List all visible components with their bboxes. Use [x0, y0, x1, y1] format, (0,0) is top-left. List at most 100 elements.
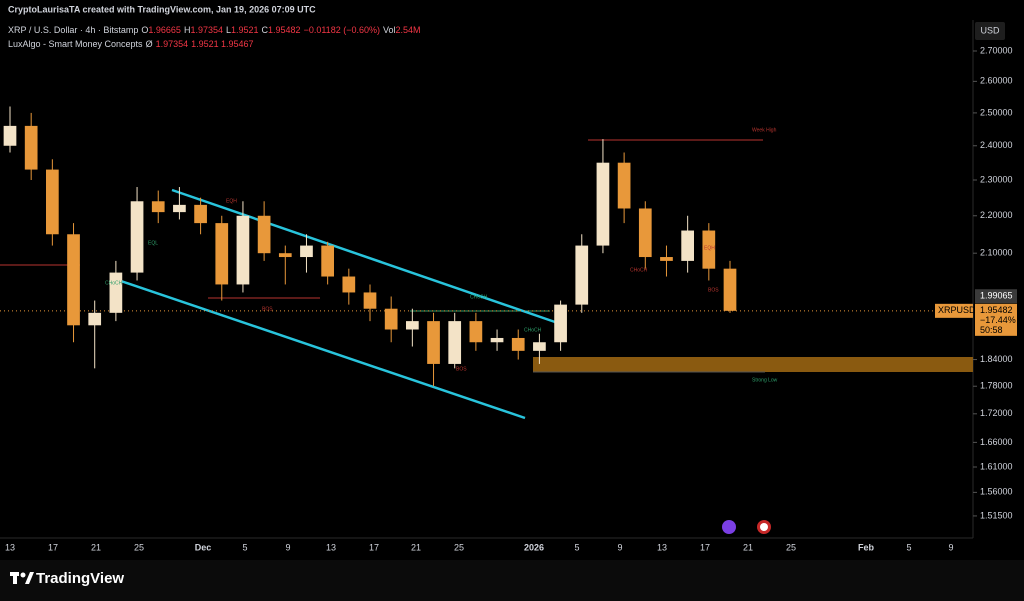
candle-body: [533, 342, 546, 351]
candle-body: [3, 125, 17, 146]
ohlc-key: H: [184, 25, 191, 35]
marker-price-box: [975, 289, 1017, 304]
y-tick-label: 1.51500: [980, 510, 1013, 520]
x-tick-label: 17: [369, 542, 379, 552]
candle-body: [67, 234, 80, 326]
channel-line: [171, 188, 556, 324]
credit: CryptoLaurisaTA created with TradingView…: [8, 4, 316, 14]
y-tick-label: 2.20000: [980, 210, 1013, 220]
candle-body: [215, 223, 229, 285]
ohlc-key: C: [262, 25, 269, 35]
candle-body: [723, 268, 737, 311]
marker-price: 1.99065: [980, 291, 1013, 301]
indicator-value: 1.9521: [191, 39, 219, 49]
x-tick-label: 9: [948, 542, 953, 552]
ohlc-key: O: [141, 25, 148, 35]
x-tick-label: 17: [48, 542, 58, 552]
y-tick-label: 1.72000: [980, 408, 1013, 418]
event-icon[interactable]: [757, 520, 771, 534]
x-tick-label: 25: [786, 542, 796, 552]
event-icon[interactable]: [722, 520, 736, 534]
smc-label: CHoCH: [630, 267, 648, 273]
ohlc-value: 1.95482: [268, 25, 301, 35]
symbol-tag: [935, 303, 973, 318]
candle-body: [596, 162, 610, 246]
candle-body: [406, 321, 419, 330]
x-tick-label: 9: [617, 542, 622, 552]
indicator-value: 1.97354: [156, 39, 189, 49]
last-price: 1.95482: [980, 305, 1013, 315]
y-tick-label: 1.56000: [980, 487, 1013, 497]
x-tick-label: 17: [700, 542, 710, 552]
x-tick-label: 5: [574, 542, 579, 552]
candle-body: [24, 125, 38, 170]
x-tick-label: 21: [743, 542, 753, 552]
y-tick-label: 1.61000: [980, 461, 1013, 471]
indicator-flag: Ø: [146, 39, 153, 49]
candle-body: [257, 215, 271, 254]
x-tick-label: 21: [411, 542, 421, 552]
candle-body: [511, 337, 525, 351]
candle-body: [321, 245, 334, 277]
smc-label: EQH: [704, 245, 715, 251]
candle-body: [469, 321, 483, 343]
volume: 2.54M: [395, 25, 420, 35]
x-tick-label: 13: [5, 542, 15, 552]
smc-label: Strong Low: [752, 377, 778, 383]
y-tick-label: 2.60000: [980, 76, 1013, 86]
candle-body: [702, 230, 716, 269]
y-tick-label: 1.84000: [980, 354, 1013, 364]
channel-line: [117, 278, 526, 420]
x-tick-label: 25: [454, 542, 464, 552]
currency: USD: [980, 25, 1000, 35]
candle-body: [554, 304, 567, 343]
footer-bar: [0, 560, 1024, 601]
smc-label: BOS: [708, 287, 719, 293]
candle-body: [617, 162, 631, 209]
last-price-box: [975, 303, 1017, 336]
y-tick-label: 2.50000: [980, 107, 1013, 117]
candle-body: [490, 337, 504, 343]
symbol-tag-text: XRPUSD: [938, 305, 976, 315]
y-tick-label: 1.66000: [980, 437, 1013, 447]
y-tick-label: 1.78000: [980, 381, 1013, 391]
candle-body: [342, 276, 356, 293]
y-tick-label: 2.40000: [980, 140, 1013, 150]
smc-label: BOS: [456, 366, 467, 372]
y-tick-label: 2.30000: [980, 174, 1013, 184]
ohlc-value: 1.97354: [190, 25, 223, 35]
symbol: XRP / U.S. Dollar · 4h · Bitstamp: [8, 25, 138, 35]
x-tick-label: 9: [285, 542, 290, 552]
brand: TradingView: [36, 570, 124, 587]
x-tick-label: 5: [906, 542, 911, 552]
x-tick-label: 5: [242, 542, 247, 552]
smc-label: BOS: [262, 306, 273, 312]
smc-label: Week High: [752, 127, 777, 133]
ohlc-value: 1.9521: [231, 25, 259, 35]
smc-label: CHoCH: [470, 294, 488, 300]
candle-body: [109, 272, 123, 313]
candle-body: [384, 308, 398, 330]
smc-label: EQL: [148, 240, 158, 246]
candle-body: [660, 257, 673, 261]
countdown: 50:58: [980, 325, 1003, 335]
candle-body: [173, 204, 186, 213]
candle-body: [300, 245, 313, 258]
x-tick-label: 13: [326, 542, 336, 552]
indicator-legend: LuxAlgo - Smart Money Concepts Ø 1.97354 1.…: [8, 39, 254, 49]
candle-body: [427, 321, 440, 364]
last-price-change: −17.44%: [980, 315, 1016, 325]
indicator: LuxAlgo - Smart Money Concepts: [8, 39, 143, 49]
ohlc-value: 1.96665: [148, 25, 181, 35]
candle-body: [130, 201, 144, 273]
x-tick-label: Feb: [858, 542, 875, 552]
x-tick-label: 13: [657, 542, 667, 552]
currency-box[interactable]: [975, 22, 1005, 40]
candle-body: [638, 208, 652, 258]
candle-body: [88, 312, 102, 326]
smc-label: CHoCH: [524, 327, 542, 333]
y-tick-label: 2.10000: [980, 248, 1013, 258]
change: −0.01182 (−0.60%): [304, 25, 380, 35]
candle-body: [681, 230, 694, 261]
